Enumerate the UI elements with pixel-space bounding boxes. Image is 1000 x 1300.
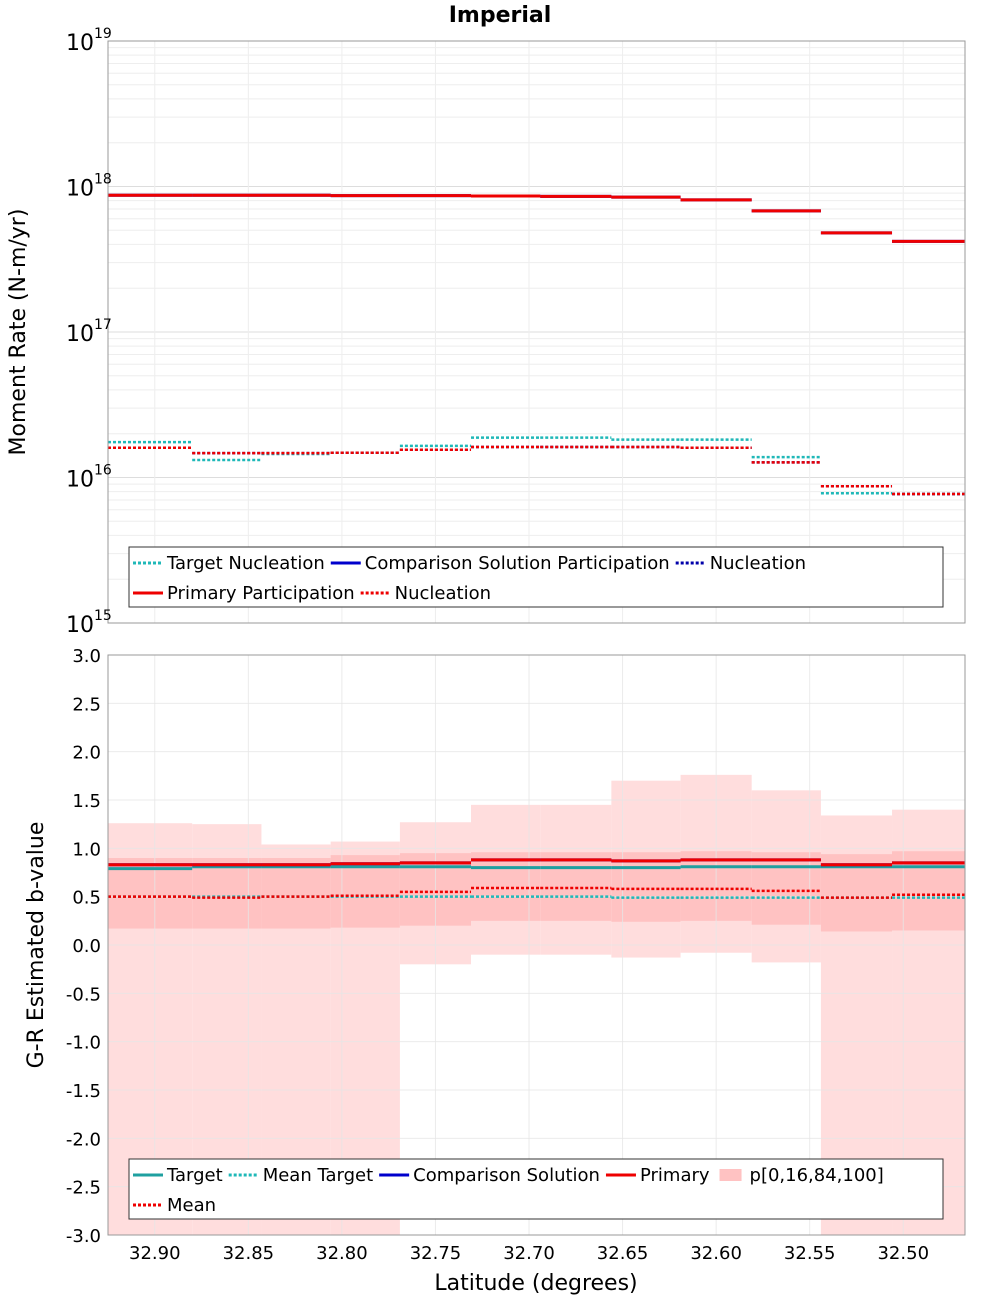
b-value-y-tick-label: -0.5: [66, 984, 101, 1005]
b-value-y-tick-label: -1.5: [66, 1081, 101, 1102]
b-value-x-tick-label: 32.55: [784, 1243, 836, 1264]
b-value-y-tick-label: -2.5: [66, 1178, 101, 1199]
b-value-legend-label: Target: [166, 1165, 223, 1186]
b-value-band-inner: [471, 852, 541, 921]
moment-rate-legend-box: [128, 546, 944, 608]
moment-rate-legend-label: Target Nucleation: [166, 553, 325, 574]
b-value-y-tick-label: 0.5: [72, 888, 101, 909]
moment-rate-y-axis-label: Moment Rate (N-m/yr): [6, 209, 31, 456]
moment-rate-y-tick-base: 10: [66, 31, 94, 56]
b-value-y-tick-label: 3.0: [72, 646, 101, 667]
moment-rate-y-tick-base: 10: [66, 177, 94, 202]
moment-rate-legend: Target Nucleation Comparison Solution Par…: [128, 546, 944, 608]
b-value-legend-label: p[0,16,84,100]: [750, 1165, 884, 1186]
moment-rate-y-tick-label: 1019: [66, 26, 112, 56]
b-value-legend-label: Mean Target: [263, 1165, 373, 1186]
b-value-legend: Target Mean Target Comparison Solution Prim…: [128, 1158, 944, 1220]
moment-rate-legend-items: Target Nucleation Comparison Solution Par…: [133, 553, 806, 604]
moment-rate-y-tick-base: 10: [66, 468, 94, 493]
b-value-x-ticks: 32.90 32.85 32.80 32.75 32.70 32.65 32.60 32.55…: [129, 1243, 929, 1264]
b-value-x-tick-label: 32.85: [223, 1243, 275, 1264]
b-value-y-tick-label: 2.5: [72, 694, 101, 715]
b-value-x-tick-label: 32.70: [503, 1243, 555, 1264]
moment-rate-series: [108, 193, 965, 496]
moment-rate-y-tick-exponent: 16: [94, 463, 112, 479]
moment-rate-legend-label: Primary Participation: [167, 583, 355, 604]
b-value-series: [108, 858, 965, 899]
b-value-y-tick-label: 2.0: [72, 743, 101, 764]
b-value-legend-label: Primary: [640, 1165, 710, 1186]
b-value-y-ticks: 3.0 2.5 2.0 1.5 1.0 0.5 0.0 -0.5 -1.0 -1.5 -2.0 -2.…: [66, 646, 101, 1247]
b-value-band-inner: [540, 852, 612, 921]
b-value-band-inner: [892, 851, 965, 931]
moment-rate-legend-label: Comparison Solution Participation: [365, 553, 670, 574]
b-value-y-tick-label: 0.0: [72, 936, 101, 957]
b-value-x-tick-label: 32.90: [129, 1243, 181, 1264]
moment-rate-y-tick-label: 1015: [66, 608, 112, 638]
b-value-x-axis-label: Latitude (degrees): [434, 1271, 637, 1296]
b-value-x-tick-label: 32.75: [410, 1243, 462, 1264]
b-value-y-tick-label: 1.5: [72, 791, 101, 812]
moment-rate-y-tick-base: 10: [66, 613, 94, 638]
moment-rate-y-tick-exponent: 15: [94, 608, 112, 624]
b-value-x-tick-label: 32.65: [597, 1243, 649, 1264]
moment-rate-y-tick-exponent: 17: [94, 317, 112, 333]
b-value-band-inner: [261, 858, 331, 929]
b-value-x-tick-label: 32.80: [316, 1243, 368, 1264]
moment-rate-legend-label: Nucleation: [395, 583, 491, 604]
moment-rate-y-tick-label: 1017: [66, 317, 112, 347]
b-value-y-tick-label: -1.0: [66, 1033, 101, 1054]
b-value-y-tick-label: 1.0: [72, 839, 101, 860]
b-value-band-inner: [192, 858, 262, 929]
b-value-y-axis-label: G-R Estimated b-value: [24, 822, 49, 1069]
moment-rate-y-tick-label: 1018: [66, 172, 112, 202]
moment-rate-legend-label: Nucleation: [710, 553, 806, 574]
figure-title: Imperial: [449, 3, 552, 28]
b-value-y-tick-label: -2.0: [66, 1129, 101, 1150]
b-value-x-tick-label: 32.50: [877, 1243, 929, 1264]
b-value-chart: 3.0 2.5 2.0 1.5 1.0 0.5 0.0 -0.5 -1.0 -1.5 -2.0 -2.…: [24, 646, 966, 1296]
b-value-y-tick-label: -3.0: [66, 1226, 101, 1247]
moment-rate-plot-frame: [107, 40, 966, 624]
b-value-band-inner: [611, 852, 681, 922]
b-value-plot-frame: [107, 654, 966, 1236]
moment-rate-y-tick-base: 10: [66, 322, 94, 347]
b-value-legend-label: Comparison Solution: [413, 1165, 600, 1186]
moment-rate-y-tick-label: 1016: [66, 463, 112, 493]
b-value-band-inner: [751, 852, 821, 925]
b-value-legend-items: Target Mean Target Comparison Solution Prim…: [133, 1165, 884, 1216]
b-value-legend-swatch-band: [719, 1169, 742, 1181]
moment-rate-y-tick-exponent: 18: [94, 172, 112, 188]
b-value-x-tick-label: 32.60: [690, 1243, 742, 1264]
b-value-legend-box: [128, 1158, 944, 1220]
moment-rate-y-tick-exponent: 19: [94, 26, 112, 42]
b-value-legend-label: Mean: [167, 1195, 216, 1216]
